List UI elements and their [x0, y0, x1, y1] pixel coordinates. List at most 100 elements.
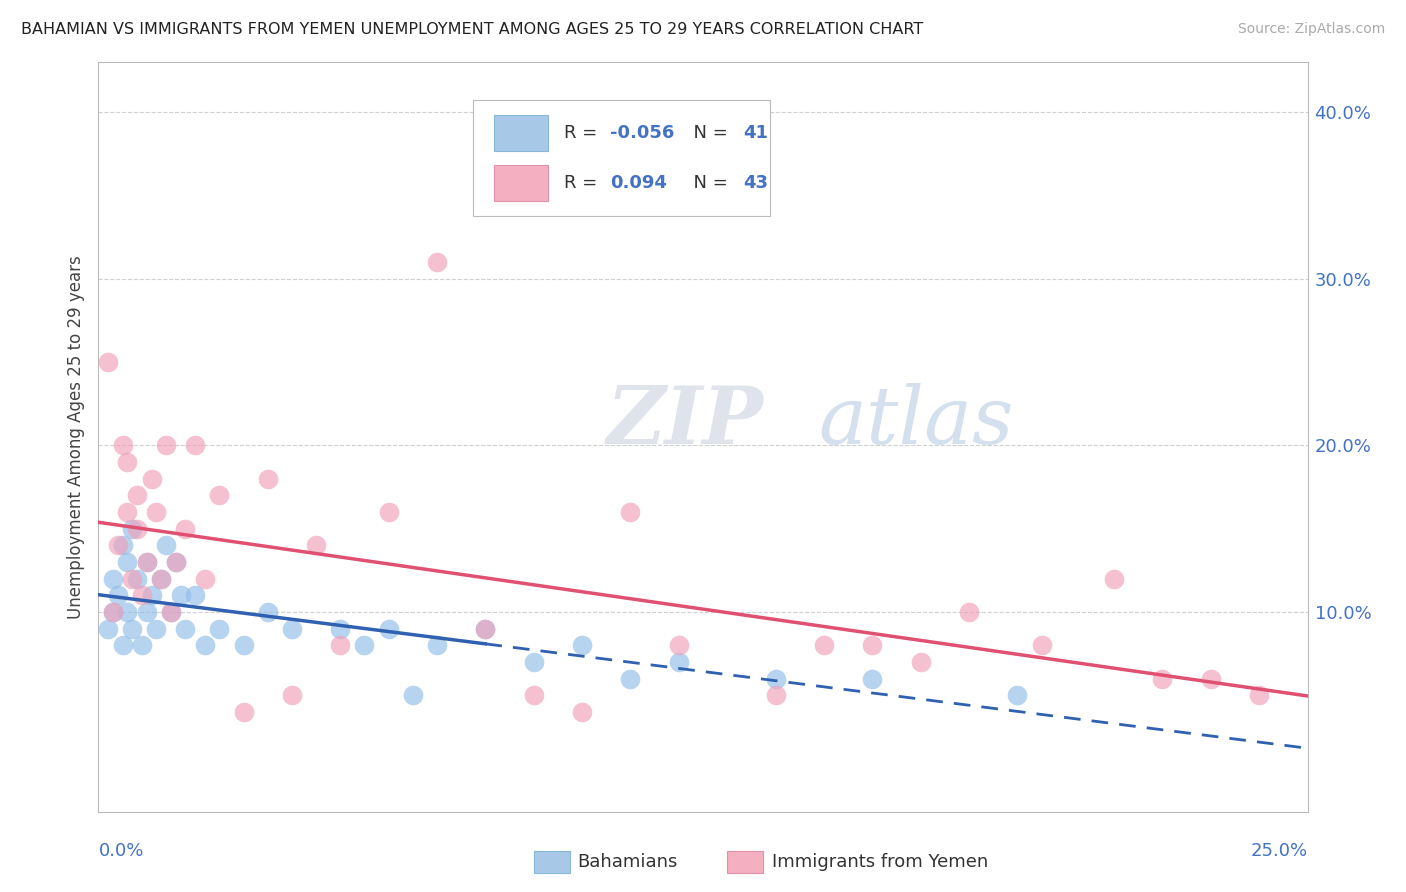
Bar [494, 165, 548, 201]
Text: 0.0%: 0.0% [98, 842, 143, 860]
Point [145, 622, 167, 636]
Point [402, 688, 425, 702]
Point [256, 605, 278, 619]
Point [353, 638, 375, 652]
Point [523, 655, 546, 669]
Point [174, 522, 197, 536]
Point [208, 622, 231, 636]
Point [860, 672, 883, 686]
Point [141, 588, 163, 602]
Bar [494, 115, 548, 151]
Point [765, 672, 787, 686]
Point [571, 638, 593, 652]
Point [150, 572, 173, 586]
Point [474, 622, 496, 636]
Point [281, 622, 304, 636]
Point [377, 505, 399, 519]
Point [232, 638, 254, 652]
Point [194, 572, 217, 586]
Text: Source: ZipAtlas.com: Source: ZipAtlas.com [1237, 22, 1385, 37]
Point [101, 605, 124, 619]
Text: N =: N = [682, 124, 734, 142]
Point [117, 605, 139, 619]
Point [765, 688, 787, 702]
Point [117, 505, 139, 519]
Point [474, 622, 496, 636]
Point [1031, 638, 1053, 652]
Point [165, 555, 187, 569]
Point [1199, 672, 1222, 686]
Point [523, 688, 546, 702]
Point [184, 588, 207, 602]
Point [1152, 672, 1174, 686]
Point [426, 638, 449, 652]
Text: Immigrants from Yemen: Immigrants from Yemen [772, 853, 988, 871]
Point [668, 655, 690, 669]
Point [194, 638, 217, 652]
Text: N =: N = [682, 174, 734, 192]
Point [107, 538, 129, 552]
Point [813, 638, 835, 652]
Point [165, 555, 187, 569]
Point [121, 572, 143, 586]
Point [127, 488, 149, 502]
Point [281, 688, 304, 702]
Point [135, 555, 157, 569]
Point [101, 572, 124, 586]
Point [619, 672, 641, 686]
Point [141, 472, 163, 486]
Text: ZIP: ZIP [606, 384, 763, 461]
Point [117, 555, 139, 569]
Point [155, 538, 177, 552]
Text: Bahamians: Bahamians [578, 853, 678, 871]
Point [329, 638, 352, 652]
Point [101, 605, 124, 619]
Point [377, 622, 399, 636]
Text: 43: 43 [742, 174, 768, 192]
Point [145, 505, 167, 519]
Point [131, 638, 153, 652]
Text: 0.094: 0.094 [610, 174, 666, 192]
Point [127, 572, 149, 586]
Text: atlas: atlas [818, 384, 1014, 461]
Point [160, 605, 183, 619]
Point [571, 705, 593, 719]
Point [1249, 688, 1271, 702]
Point [860, 638, 883, 652]
Point [1102, 572, 1125, 586]
Point [107, 588, 129, 602]
Point [131, 588, 153, 602]
Text: -0.056: -0.056 [610, 124, 675, 142]
Point [111, 638, 134, 652]
Point [111, 538, 134, 552]
Text: R =: R = [564, 174, 609, 192]
Point [1007, 688, 1029, 702]
Point [117, 455, 139, 469]
Point [135, 605, 157, 619]
Bar [727, 851, 763, 873]
Point [135, 555, 157, 569]
Point [957, 605, 980, 619]
Text: BAHAMIAN VS IMMIGRANTS FROM YEMEN UNEMPLOYMENT AMONG AGES 25 TO 29 YEARS CORRELA: BAHAMIAN VS IMMIGRANTS FROM YEMEN UNEMPL… [21, 22, 924, 37]
FancyBboxPatch shape [474, 100, 769, 216]
Point [232, 705, 254, 719]
Point [121, 522, 143, 536]
Point [619, 505, 641, 519]
Point [169, 588, 191, 602]
Point [111, 438, 134, 452]
Bar [534, 851, 569, 873]
Point [160, 605, 183, 619]
Text: R =: R = [564, 124, 603, 142]
Y-axis label: Unemployment Among Ages 25 to 29 years: Unemployment Among Ages 25 to 29 years [66, 255, 84, 619]
Point [184, 438, 207, 452]
Point [127, 522, 149, 536]
Point [174, 622, 197, 636]
Text: 41: 41 [742, 124, 768, 142]
Point [121, 622, 143, 636]
Text: 25.0%: 25.0% [1250, 842, 1308, 860]
Point [305, 538, 328, 552]
Point [155, 438, 177, 452]
Point [150, 572, 173, 586]
Point [208, 488, 231, 502]
Point [426, 255, 449, 269]
